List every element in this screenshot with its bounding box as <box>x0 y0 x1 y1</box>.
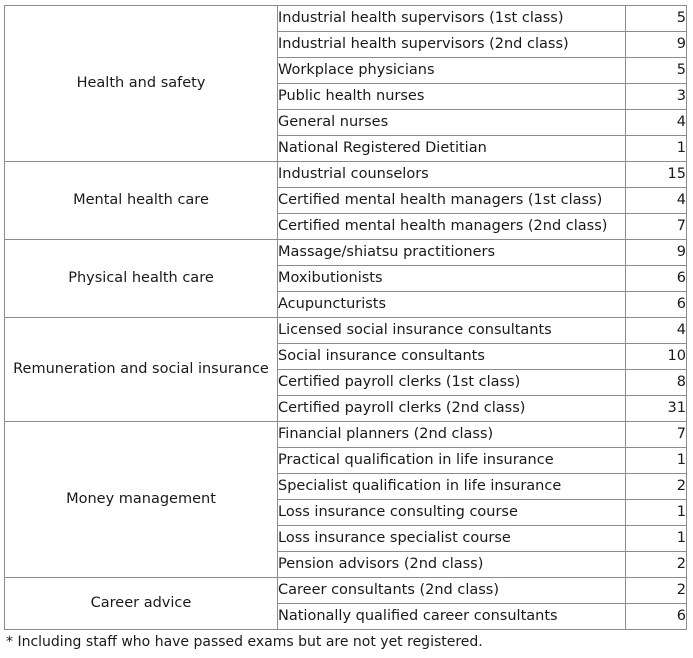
count-cell: 1 <box>625 447 687 474</box>
qualification-cell: Certified payroll clerks (1st class) <box>277 369 626 396</box>
count-cell: 1 <box>625 499 687 526</box>
table-row: Loss insurance specialist course 1 <box>5 525 687 552</box>
category-cell: Physical health care <box>4 239 278 318</box>
table-row: National Registered Dietitian 1 <box>5 135 687 162</box>
count-cell: 4 <box>625 109 687 136</box>
qualification-cell: Loss insurance specialist course <box>277 525 626 552</box>
qualification-cell: Specialist qualification in life insuran… <box>277 473 626 500</box>
table-row: Remuneration and social insurance License… <box>4 317 687 422</box>
qualifications-table: Health and safety Industrial health super… <box>4 5 687 630</box>
count-cell: 31 <box>625 395 687 422</box>
count-cell: 6 <box>625 603 687 630</box>
count-cell: 7 <box>625 421 687 448</box>
qualification-cell: Certified payroll clerks (2nd class) <box>277 395 626 422</box>
qualification-cell: Loss insurance consulting course <box>277 499 626 526</box>
category-cell: Mental health care <box>4 161 278 240</box>
qualification-cell: Massage/shiatsu practitioners <box>277 239 626 266</box>
count-cell: 2 <box>625 551 687 578</box>
qualification-cell: Career consultants (2nd class) <box>277 577 626 604</box>
qualification-cell: Moxibutionists <box>277 265 626 292</box>
count-cell: 4 <box>625 187 687 214</box>
qualifications-table-body: Health and safety Industrial health super… <box>4 5 687 630</box>
qualification-cell: Industrial counselors <box>277 161 626 188</box>
table-row: Money management Financial planners (2nd … <box>4 421 687 578</box>
qualification-cell: Acupuncturists <box>277 291 626 318</box>
count-cell: 7 <box>625 213 687 240</box>
category-cell: Career advice <box>4 577 278 630</box>
count-cell: 9 <box>625 239 687 266</box>
qualification-cell: Workplace physicians <box>277 57 626 84</box>
category-cell: Health and safety <box>4 5 278 162</box>
table-row: Nationally qualified career consultants 6 <box>5 603 687 630</box>
qualification-cell: Certified mental health managers (1st cl… <box>277 187 626 214</box>
qualification-cell: Financial planners (2nd class) <box>277 421 626 448</box>
table-row: Public health nurses 3 <box>5 83 687 110</box>
count-cell: 15 <box>625 161 687 188</box>
qualification-cell: Industrial health supervisors (2nd class… <box>277 31 626 58</box>
count-cell: 9 <box>625 31 687 58</box>
count-cell: 10 <box>625 343 687 370</box>
qualification-cell: Nationally qualified career consultants <box>277 603 626 630</box>
table-row: Moxibutionists 6 <box>5 265 687 292</box>
table-row: Social insurance consultants 10 <box>5 343 687 370</box>
qualification-cell: Practical qualification in life insuranc… <box>277 447 626 474</box>
qualification-cell: National Registered Dietitian <box>277 135 626 162</box>
count-cell: 2 <box>625 577 687 604</box>
table-row: Mental health care Industrial counselors 1… <box>4 161 687 240</box>
qualification-cell: Licensed social insurance consultants <box>277 317 626 344</box>
qualification-cell: Social insurance consultants <box>277 343 626 370</box>
count-cell: 5 <box>625 57 687 84</box>
table-row: Physical health care Massage/shiatsu prac… <box>4 239 687 318</box>
count-cell: 3 <box>625 83 687 110</box>
count-cell: 6 <box>625 265 687 292</box>
qualification-cell: Public health nurses <box>277 83 626 110</box>
table-row: Acupuncturists 6 <box>5 291 687 318</box>
category-cell: Money management <box>4 421 278 578</box>
count-cell: 4 <box>625 317 687 344</box>
qualification-cell: General nurses <box>277 109 626 136</box>
table-row: Workplace physicians 5 <box>5 57 687 84</box>
category-cell: Remuneration and social insurance <box>4 317 278 422</box>
count-cell: 2 <box>625 473 687 500</box>
qualification-cell: Industrial health supervisors (1st class… <box>277 5 626 32</box>
qualification-cell: Certified mental health managers (2nd cl… <box>277 213 626 240</box>
table-row: Career advice Career consultants (2nd cla… <box>4 577 687 630</box>
qualification-cell: Pension advisors (2nd class) <box>277 551 626 578</box>
table-row: Industrial health supervisors (2nd class… <box>5 31 687 58</box>
footnote: * Including staff who have passed exams … <box>6 634 483 650</box>
count-cell: 1 <box>625 135 687 162</box>
count-cell: 1 <box>625 525 687 552</box>
count-cell: 5 <box>625 5 687 32</box>
table-row: Health and safety Industrial health super… <box>4 5 687 162</box>
count-cell: 8 <box>625 369 687 396</box>
count-cell: 6 <box>625 291 687 318</box>
